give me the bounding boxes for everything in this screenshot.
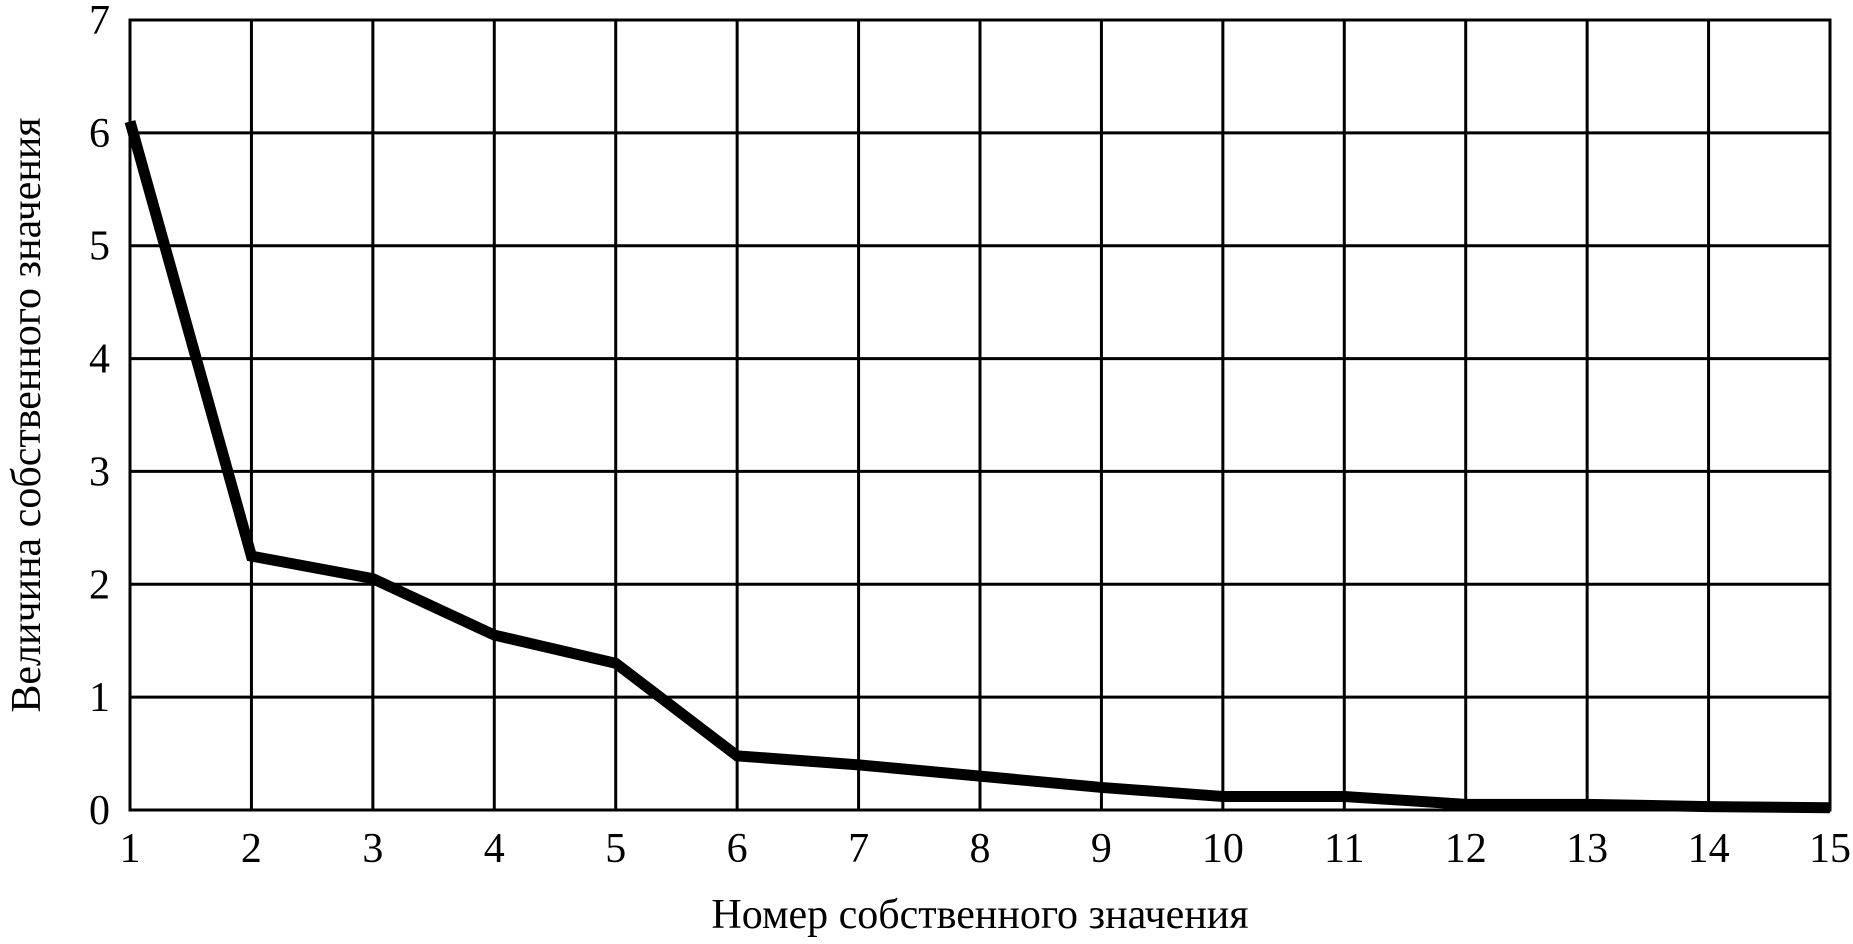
x-tick-label: 1 — [120, 826, 141, 872]
x-axis-label: Номер собственного значения — [711, 892, 1248, 938]
x-tick-label: 15 — [1809, 826, 1851, 872]
y-tick-label: 4 — [89, 337, 110, 383]
x-tick-label: 8 — [970, 826, 991, 872]
x-tick-label: 9 — [1091, 826, 1112, 872]
y-axis-label: Величина собственного значения — [4, 117, 50, 712]
scree-plot: 12345678910111213141501234567Номер собст… — [0, 0, 1853, 944]
x-tick-label: 10 — [1202, 826, 1244, 872]
x-tick-label: 3 — [362, 826, 383, 872]
y-tick-label: 0 — [89, 788, 110, 834]
x-tick-label: 2 — [241, 826, 262, 872]
y-tick-label: 3 — [89, 449, 110, 495]
x-tick-label: 12 — [1445, 826, 1487, 872]
x-tick-label: 13 — [1566, 826, 1608, 872]
y-tick-label: 6 — [89, 111, 110, 157]
x-tick-label: 5 — [605, 826, 626, 872]
x-tick-label: 6 — [727, 826, 748, 872]
y-tick-label: 5 — [89, 224, 110, 270]
x-tick-label: 7 — [848, 826, 869, 872]
x-tick-label: 14 — [1688, 826, 1730, 872]
y-tick-label: 1 — [89, 675, 110, 721]
y-tick-label: 7 — [89, 0, 110, 44]
x-tick-label: 4 — [484, 826, 505, 872]
y-tick-label: 2 — [89, 562, 110, 608]
x-tick-label: 11 — [1324, 826, 1364, 872]
chart-svg: 12345678910111213141501234567Номер собст… — [0, 0, 1853, 944]
